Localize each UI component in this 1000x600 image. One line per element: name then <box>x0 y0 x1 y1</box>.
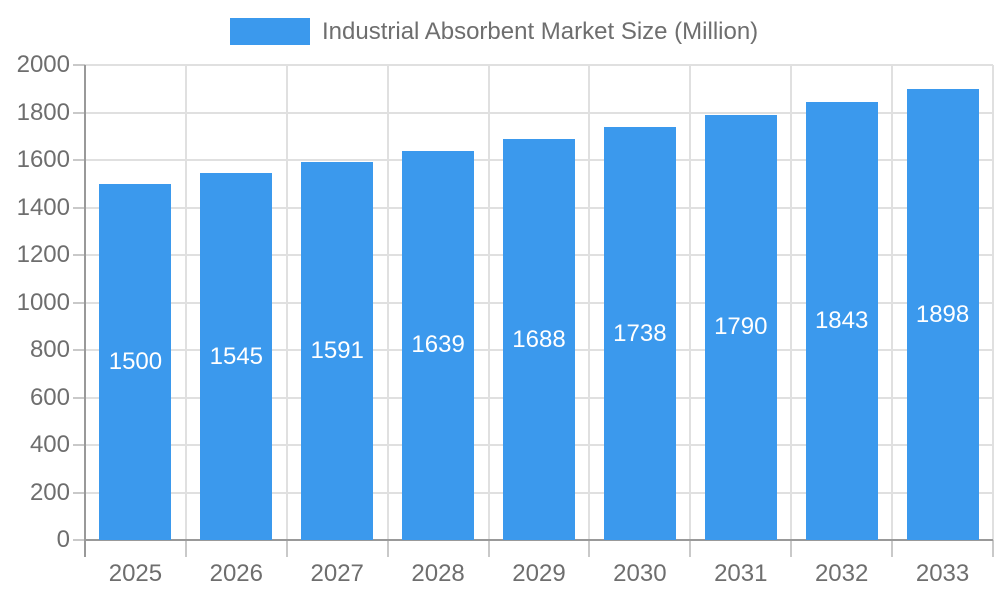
y-tick <box>73 206 85 209</box>
y-tick <box>73 159 85 161</box>
y-tick <box>73 444 85 446</box>
x-tick-label: 2029 <box>512 560 566 587</box>
y-tick-label: 600 <box>29 383 70 411</box>
x-gridline <box>689 65 692 540</box>
y-gridline <box>85 111 993 114</box>
bar-2030[interactable] <box>603 127 676 540</box>
x-tick <box>790 540 793 557</box>
x-tick-label: 2025 <box>108 560 163 587</box>
y-tick-label: 1800 <box>16 98 70 126</box>
bar-2032[interactable] <box>805 102 878 540</box>
x-tick <box>588 540 591 557</box>
y-tick-label: 1400 <box>16 193 70 221</box>
y-tick-label: 2000 <box>16 51 70 78</box>
y-tick-label: 1200 <box>16 241 70 268</box>
y-axis-line <box>84 65 86 557</box>
x-tick-label: 2026 <box>209 560 263 587</box>
y-tick <box>73 111 85 114</box>
legend-swatch <box>230 18 310 45</box>
y-tick <box>73 491 85 494</box>
y-tick <box>73 349 85 351</box>
x-tick <box>487 540 490 557</box>
bar-2031[interactable] <box>704 114 777 540</box>
x-tick-label: 2030 <box>613 560 667 587</box>
x-tick <box>992 540 994 557</box>
y-gridline <box>85 64 993 66</box>
x-gridline <box>487 65 490 540</box>
legend-item[interactable]: Industrial Absorbent Market Size (Millio… <box>230 18 758 45</box>
y-tick-label: 0 <box>56 526 70 553</box>
bar-2029[interactable] <box>503 139 575 540</box>
bar-2026[interactable] <box>200 173 273 540</box>
x-gridline <box>184 65 187 540</box>
y-tick-label: 200 <box>29 478 70 506</box>
y-tick-label: 400 <box>29 431 70 458</box>
x-axis-line <box>85 539 993 541</box>
x-gridline <box>588 65 591 540</box>
x-gridline <box>992 65 994 540</box>
x-tick-label: 2031 <box>714 560 768 587</box>
legend-label: Industrial Absorbent Market Size (Millio… <box>322 18 759 45</box>
x-tick <box>689 540 692 557</box>
bar-2027[interactable] <box>301 162 374 540</box>
y-tick-label: 800 <box>29 336 70 363</box>
y-tick <box>73 64 85 66</box>
x-tick <box>184 540 187 557</box>
x-tick-label: 2028 <box>411 560 465 587</box>
x-tick <box>285 540 288 557</box>
y-tick-label: 1600 <box>16 146 70 173</box>
x-gridline <box>285 65 288 540</box>
x-tick-label: 2027 <box>310 560 364 587</box>
x-tick <box>386 540 389 557</box>
x-tick-label: 2033 <box>915 560 970 587</box>
y-tick <box>73 301 85 304</box>
x-gridline <box>790 65 793 540</box>
x-tick-label: 2032 <box>814 560 869 587</box>
bar-2025[interactable] <box>99 183 172 540</box>
x-gridline <box>891 65 894 540</box>
x-gridline <box>386 65 389 540</box>
y-tick-label: 1000 <box>16 288 70 316</box>
bar-2033[interactable] <box>906 89 979 540</box>
y-tick <box>73 254 85 256</box>
y-tick <box>73 539 85 541</box>
x-tick <box>891 540 894 557</box>
bar-2028[interactable] <box>402 150 475 540</box>
y-tick <box>73 396 85 399</box>
